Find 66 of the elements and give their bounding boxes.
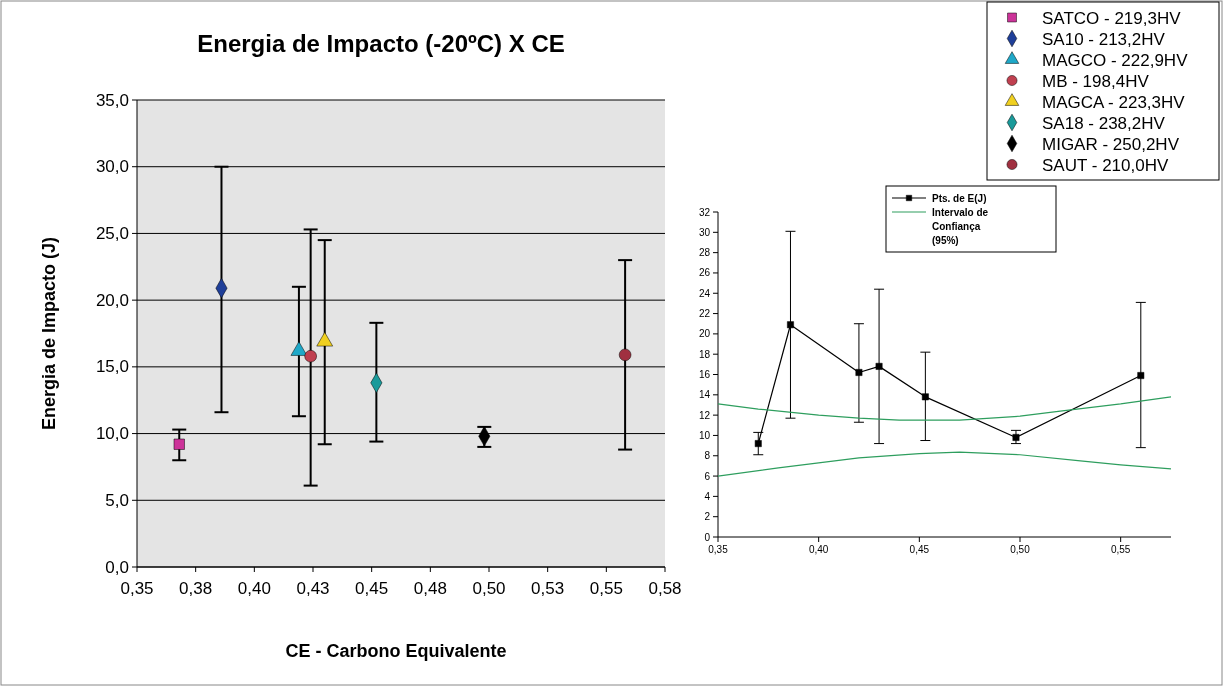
point: [921, 393, 929, 401]
legend-label: MAGCO - 222,9HV: [1042, 50, 1189, 69]
y-tick-label: 5,0: [105, 490, 129, 510]
x-tick-label: 0,58: [648, 579, 682, 598]
point: [787, 321, 794, 329]
legend-label: MAGCA - 223,3HV: [1042, 92, 1186, 111]
x-tick-label: 0,38: [179, 579, 213, 598]
legend-label: SA18 - 238,2HV: [1042, 113, 1166, 132]
x-tick-label: 0,48: [413, 579, 447, 598]
x-tick-label: 0,45: [355, 579, 389, 598]
legend-label: MB - 198,4HV: [1042, 71, 1150, 90]
point: [316, 332, 333, 347]
x-tick-label: 0,43: [296, 579, 330, 598]
y-tick-label: 30: [698, 226, 711, 238]
x-tick-label: 0,55: [589, 579, 623, 598]
point: [618, 348, 632, 361]
legend-label: SAUT - 210,0HV: [1042, 155, 1169, 174]
point: [875, 362, 883, 370]
chart-title: Energia de Impacto (-20ºC) X CE: [197, 30, 565, 57]
legend-label: MIGAR - 250,2HV: [1042, 134, 1180, 153]
x-tick-label: 0,50: [1010, 544, 1031, 555]
x-tick-label: 0,53: [531, 579, 565, 598]
x-tick-label: 0,50: [472, 579, 506, 598]
y-axis-title: Energia de Impacto (J): [39, 236, 59, 431]
y-tick-label: 0: [704, 531, 711, 543]
y-tick-label: 0,0: [105, 557, 129, 577]
y-tick-label: 20,0: [95, 290, 129, 310]
x-tick-label: 0,35: [120, 579, 154, 598]
legend-label: Pts. de E(J): [932, 192, 987, 204]
y-tick-label: 12: [698, 409, 711, 421]
point: [304, 350, 317, 363]
y-tick-label: 10: [698, 429, 711, 441]
legend-label: Intervalo de Confiança (95%): [932, 206, 989, 246]
y-tick-label: 25,0: [95, 223, 129, 243]
point: [1137, 372, 1145, 379]
y-tick-label: 18: [698, 348, 711, 360]
line-series: [717, 451, 1172, 477]
point: [1012, 434, 1020, 441]
point: [173, 438, 185, 450]
y-tick-label: 16: [698, 369, 711, 380]
y-tick-label: 24: [698, 287, 711, 299]
y-tick-label: 22: [698, 308, 711, 320]
y-tick-label: 20: [698, 328, 711, 340]
y-tick-label: 35,0: [95, 90, 129, 110]
x-tick-label: 0,45: [909, 544, 930, 555]
x-tick-label: 0,55: [1110, 544, 1131, 555]
x-tick-label: 0,40: [808, 544, 829, 555]
legend-label: SATCO - 219,3HV: [1042, 8, 1182, 27]
legend-label: SA10 - 213,2HV: [1042, 29, 1166, 48]
y-tick-label: 26: [698, 267, 711, 279]
y-tick-label: 15,0: [95, 357, 129, 377]
point: [754, 440, 762, 447]
y-tick-label: 4: [704, 490, 711, 502]
x-axis-title: CE - Carbono Equivalente: [285, 641, 507, 661]
y-tick-label: 10,0: [95, 424, 129, 444]
y-tick-label: 32: [698, 206, 711, 218]
y-tick-label: 8: [704, 450, 711, 462]
y-tick-label: 2: [704, 511, 711, 523]
point: [855, 369, 863, 376]
y-tick-label: 14: [698, 389, 711, 401]
line-series: [717, 396, 1172, 421]
x-tick-label: 0,40: [237, 579, 271, 598]
y-tick-label: 6: [704, 470, 711, 482]
x-tick-label: 0,35: [708, 544, 729, 555]
y-tick-label: 28: [698, 247, 711, 259]
y-tick-label: 30,0: [95, 157, 129, 177]
